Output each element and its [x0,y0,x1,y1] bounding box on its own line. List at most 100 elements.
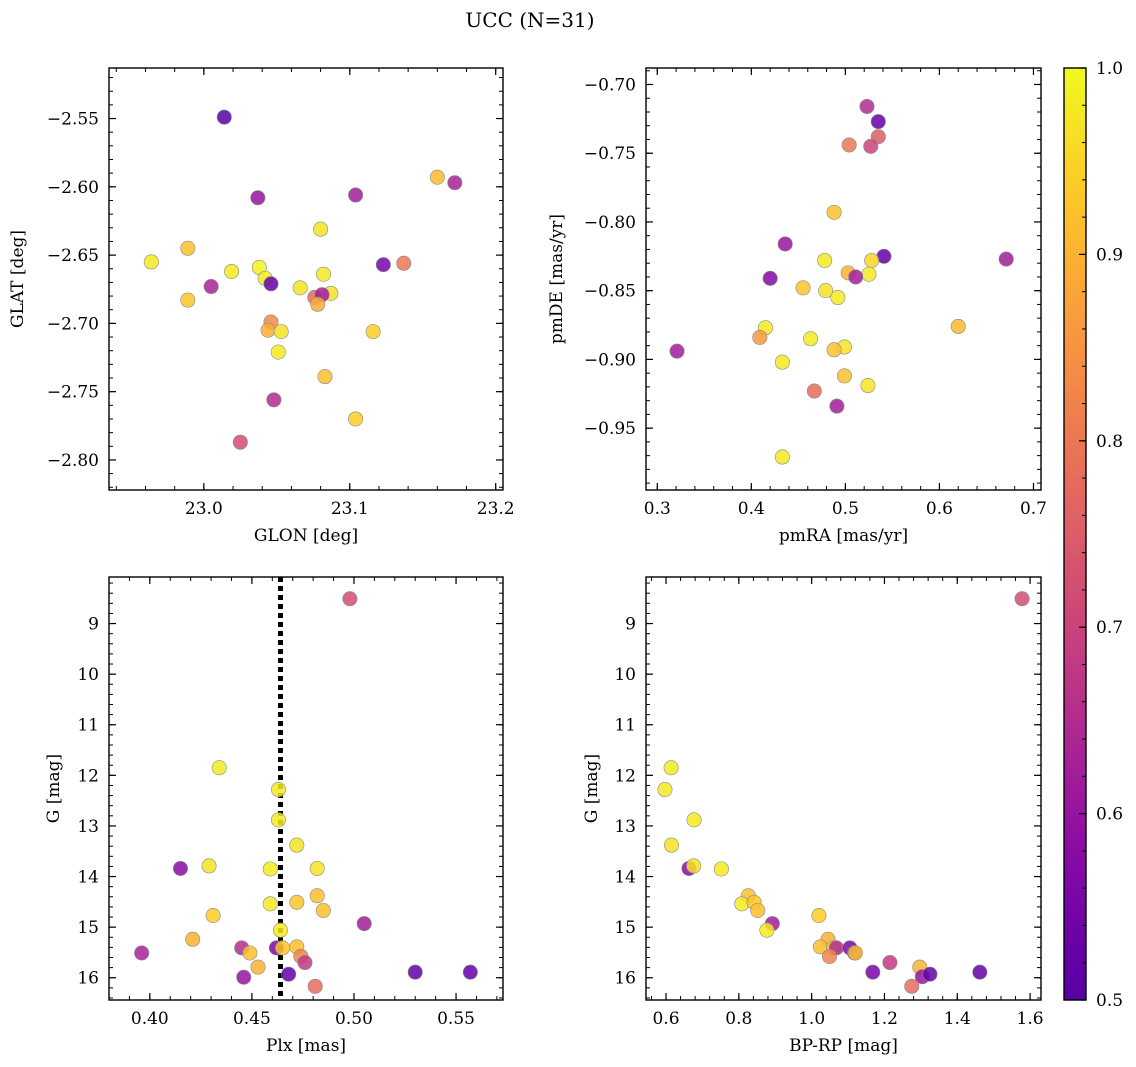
data-point [864,252,880,268]
data-point [134,945,150,961]
data-point [275,940,291,956]
y-tick-label: 12 [614,766,636,786]
data-point [211,760,227,776]
data-point [232,434,248,450]
data-point [281,966,297,982]
data-point [272,922,288,938]
data-point [859,98,875,114]
data-point [270,344,286,360]
data-point [185,931,201,947]
data-point [904,978,920,994]
y-tick-label: −0.75 [584,144,636,164]
data-point [260,322,276,338]
data-point [348,411,364,427]
data-point [663,837,679,853]
x-axis-label: Plx [mas] [266,1036,346,1056]
data-point [356,916,372,932]
y-tick-label: −2.60 [47,178,99,198]
data-point [669,343,685,359]
y-tick-label: −2.55 [47,110,99,130]
y-tick-label: −2.70 [47,314,99,334]
data-point [657,782,673,798]
data-point [462,964,478,980]
data-point [342,591,358,607]
x-tick-label: 0.6 [926,499,953,519]
data-point [847,945,863,961]
colorbar-tick-label: 1.0 [1096,59,1123,79]
data-point [663,760,679,776]
data-point [262,896,278,912]
y-tick-label: 14 [77,868,99,888]
data-point [309,888,325,904]
data-point [289,837,305,853]
data-point [686,858,702,874]
y-tick-label: 11 [614,716,636,736]
data-point [236,969,252,985]
data-point [250,190,266,206]
panels: 23.0 23.1 23.2 −2.55 −2.60 −2.65 −2.70 −2.75 −2.… [8,67,1047,1056]
data-point [292,280,308,296]
data-point [806,383,822,399]
data-point [774,354,790,370]
data-point [922,966,938,982]
x-tick-label: 0.3 [644,499,671,519]
data-point [821,948,837,964]
data-point [270,812,286,828]
y-axis-label: G [mag] [582,754,602,823]
colorbar-tick-label: 0.6 [1096,805,1123,825]
data-point [205,908,221,924]
x-tick-label: 0.5 [832,499,859,519]
colorbar: 0.5 0.6 0.7 0.8 0.9 1.0 [1063,59,1123,1011]
data-point [315,902,331,918]
scatter-points [657,591,1030,994]
data-point [829,398,845,414]
data-point [848,269,864,285]
data-point [309,860,325,876]
data-point [870,114,886,130]
x-tick-label: 0.50 [335,1009,373,1029]
data-point [826,342,842,358]
data-point [865,964,881,980]
x-tick-label: 0.6 [652,1009,679,1029]
data-point [224,263,240,279]
y-tick-label: 10 [77,665,99,685]
y-tick-label: 9 [625,615,636,635]
data-point [752,329,768,345]
data-point [836,368,852,384]
x-tick-label: 0.8 [725,1009,752,1029]
x-tick-label: 1.0 [798,1009,825,1029]
data-point [830,290,846,306]
figure-title: UCC (N=31) [465,8,594,32]
data-point [817,252,833,268]
y-tick-label: −0.70 [584,75,636,95]
data-point [396,255,412,271]
data-point [313,221,329,237]
data-point [777,236,793,252]
data-point [365,324,381,340]
data-point [317,369,333,385]
y-tick-label: 16 [614,969,636,989]
y-tick-label: −2.75 [47,383,99,403]
data-point [310,296,326,312]
panel-bottom-left: 0.40 0.45 0.50 0.55 9 10 11 12 13 14 15 16 Plx [mas]… [44,576,504,1056]
data-point [348,187,364,203]
data-point [289,894,305,910]
data-point [316,266,332,282]
data-point [266,392,282,408]
data-point [375,257,391,273]
panel-bottom-right: 0.6 0.8 1.0 1.2 1.4 1.6 9 10 11 12 13 14 15 16 BP-RP [… [582,576,1044,1056]
colorbar-frame [1063,67,1087,1001]
data-point [860,378,876,394]
colorbar-tick-label: 0.8 [1096,432,1123,452]
data-point [172,860,188,876]
data-point [762,270,778,286]
y-tick-label: 14 [614,868,636,888]
y-tick-label: 15 [614,918,636,938]
colorbar-gradient [1064,68,1086,1000]
scatter-points [669,98,1014,465]
x-axis-label: BP-RP [mag] [789,1036,898,1056]
data-point [180,292,196,308]
x-tick-label: 0.55 [437,1009,475,1029]
data-point [811,908,827,924]
